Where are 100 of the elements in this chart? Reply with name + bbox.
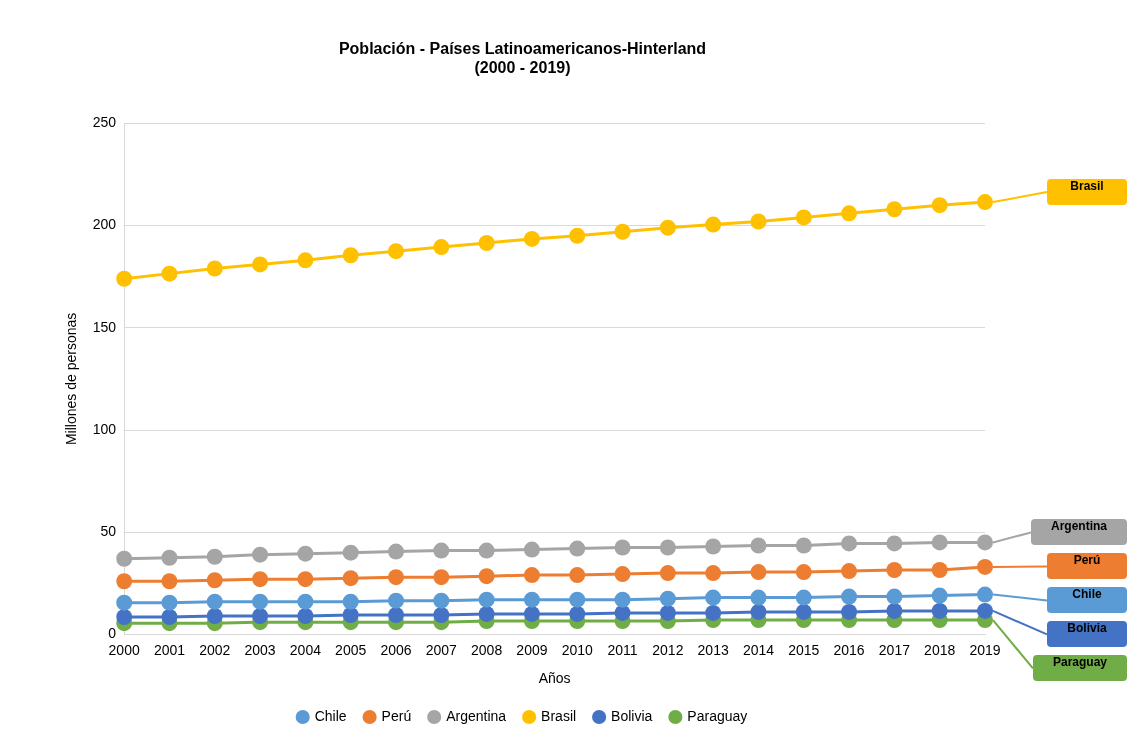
legend-label: Brasil (541, 707, 577, 724)
point (659, 539, 676, 556)
point (297, 252, 314, 269)
point (977, 534, 993, 551)
point (977, 602, 993, 619)
point (206, 572, 223, 589)
point (886, 535, 903, 552)
point (841, 205, 858, 222)
y-tick-label: 200 (92, 216, 117, 233)
y-tick-label: 50 (100, 523, 117, 540)
point (297, 545, 314, 562)
x-tick-label: 2002 (199, 641, 231, 658)
y-tick-label: 0 (108, 625, 117, 642)
point (705, 589, 722, 606)
point (206, 260, 223, 277)
point (659, 219, 676, 236)
point (116, 609, 133, 626)
point (659, 604, 676, 621)
point (705, 604, 722, 621)
point (977, 558, 993, 575)
point (614, 604, 631, 621)
x-tick-label: 2018 (924, 641, 956, 658)
point (614, 566, 631, 583)
point (614, 223, 631, 240)
point (206, 548, 223, 565)
x-tick-label: 2017 (878, 641, 911, 658)
point (252, 571, 269, 588)
point (342, 247, 359, 264)
point (977, 194, 993, 211)
point (977, 586, 993, 603)
point (433, 592, 450, 609)
point (252, 546, 269, 563)
text: Argentina (1050, 519, 1107, 534)
x-tick-label: 2003 (244, 641, 276, 658)
x-tick-label: 2005 (335, 641, 367, 658)
point (750, 537, 767, 554)
text: Bolivia (611, 707, 653, 724)
point (478, 568, 495, 585)
legend-label: Paraguay (687, 707, 748, 724)
point (161, 265, 178, 282)
point (886, 588, 903, 605)
point (886, 201, 903, 218)
point (841, 588, 858, 605)
point (795, 209, 812, 226)
chart-title: Población - Países Latinoamericanos-Hinterland (2000 - 2019) (338, 40, 707, 77)
x-tick-label: 2013 (697, 641, 729, 658)
point (795, 589, 812, 606)
point (750, 603, 767, 620)
point (388, 592, 404, 609)
point (931, 562, 948, 579)
point (206, 593, 223, 610)
point (569, 567, 586, 584)
point (569, 605, 586, 622)
point (478, 542, 495, 559)
point (705, 216, 722, 233)
point (523, 567, 540, 584)
point (116, 573, 133, 590)
point (388, 569, 404, 586)
y-tick-label: 250 (92, 114, 117, 131)
point (886, 562, 903, 579)
point (297, 593, 314, 610)
point (931, 197, 948, 214)
point (388, 543, 404, 560)
point (297, 608, 314, 624)
y-axis-title: Millones de personas (63, 312, 80, 446)
legend-label: Bolivia (1047, 621, 1127, 648)
point (523, 541, 540, 558)
point (433, 542, 450, 559)
point (161, 609, 178, 626)
text: Perú (381, 707, 412, 724)
point (206, 608, 223, 624)
point (433, 606, 450, 623)
point (931, 534, 948, 551)
point (116, 594, 133, 611)
point (297, 571, 314, 588)
x-tick-label: 2011 (607, 641, 638, 658)
point (931, 602, 948, 619)
point (478, 605, 495, 622)
point (252, 608, 269, 624)
legend-label: Perú (1047, 553, 1127, 580)
x-tick-label: 2014 (742, 641, 775, 658)
point (433, 569, 450, 586)
legend-label: Argentina (446, 707, 507, 724)
point (931, 587, 948, 604)
point (388, 243, 404, 260)
point (523, 230, 540, 247)
point (116, 270, 133, 287)
x-tick-label: 2015 (788, 641, 820, 658)
point (750, 213, 767, 230)
x-tick-label: 2019 (969, 641, 1001, 658)
x-tick-label: 2000 (108, 641, 140, 658)
point (161, 594, 178, 611)
point (388, 606, 404, 623)
point (342, 544, 359, 561)
point (342, 570, 359, 587)
point (841, 563, 858, 580)
x-tick-label: 2006 (380, 641, 412, 658)
point (886, 602, 903, 619)
point (841, 535, 858, 552)
point (659, 565, 676, 582)
